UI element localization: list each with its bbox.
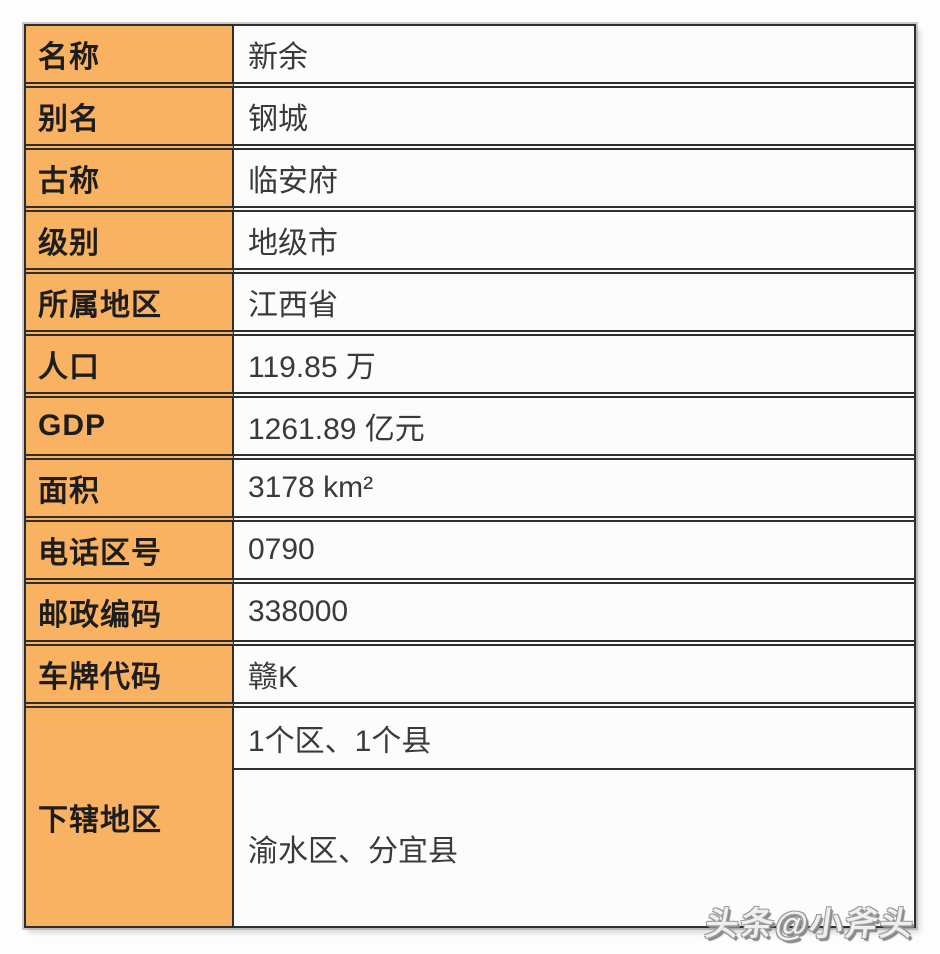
row-label-subdivisions: 下辖地区 (26, 708, 234, 926)
row-label-population: 人口 (26, 336, 234, 398)
row-label-gdp: GDP (26, 398, 234, 460)
row-label-postal-code: 邮政编码 (26, 584, 234, 646)
row-value-level: 地级市 (234, 212, 914, 274)
row-value-area: 3178 km² (234, 460, 914, 522)
row-value-plate-code: 赣K (234, 646, 914, 708)
row-label-area: 面积 (26, 460, 234, 522)
row-label-name: 名称 (26, 26, 234, 88)
row-label-region: 所属地区 (26, 274, 234, 336)
row-value-postal-code: 338000 (234, 584, 914, 646)
row-value-subdivision-names: 渝水区、分宜县 (234, 770, 914, 926)
row-value-subdivision-count: 1个区、1个县 (234, 708, 914, 770)
row-label-plate-code: 车牌代码 (26, 646, 234, 708)
row-label-level: 级别 (26, 212, 234, 274)
row-value-population: 119.85 万 (234, 336, 914, 398)
row-value-name: 新余 (234, 26, 914, 88)
watermark-text: 头条@小斧头 (702, 905, 918, 942)
row-value-alias: 钢城 (234, 88, 914, 150)
row-label-area-code: 电话区号 (26, 522, 234, 584)
row-value-ancient-name: 临安府 (234, 150, 914, 212)
row-label-alias: 别名 (26, 88, 234, 150)
row-value-area-code: 0790 (234, 522, 914, 584)
row-label-ancient-name: 古称 (26, 150, 234, 212)
city-info-table: 名称 新余 别名 钢城 古称 临安府 级别 地级市 所属地区 江西省 人口 11… (24, 24, 916, 928)
row-value-gdp: 1261.89 亿元 (234, 398, 914, 460)
row-value-region: 江西省 (234, 274, 914, 336)
